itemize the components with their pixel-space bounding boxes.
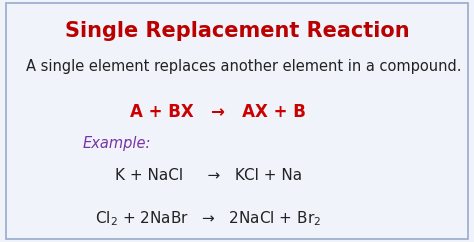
Text: A single element replaces another element in a compound.: A single element replaces another elemen… [26, 59, 462, 74]
Text: K + NaCl     →   KCl + Na: K + NaCl → KCl + Na [115, 168, 302, 183]
Text: Cl$_2$ + 2NaBr   →   2NaCl + Br$_2$: Cl$_2$ + 2NaBr → 2NaCl + Br$_2$ [95, 209, 322, 228]
Text: Single Replacement Reaction: Single Replacement Reaction [64, 21, 410, 41]
Text: Example:: Example: [83, 136, 151, 151]
Text: A + BX   →   AX + B: A + BX → AX + B [130, 103, 306, 121]
FancyBboxPatch shape [6, 3, 468, 239]
